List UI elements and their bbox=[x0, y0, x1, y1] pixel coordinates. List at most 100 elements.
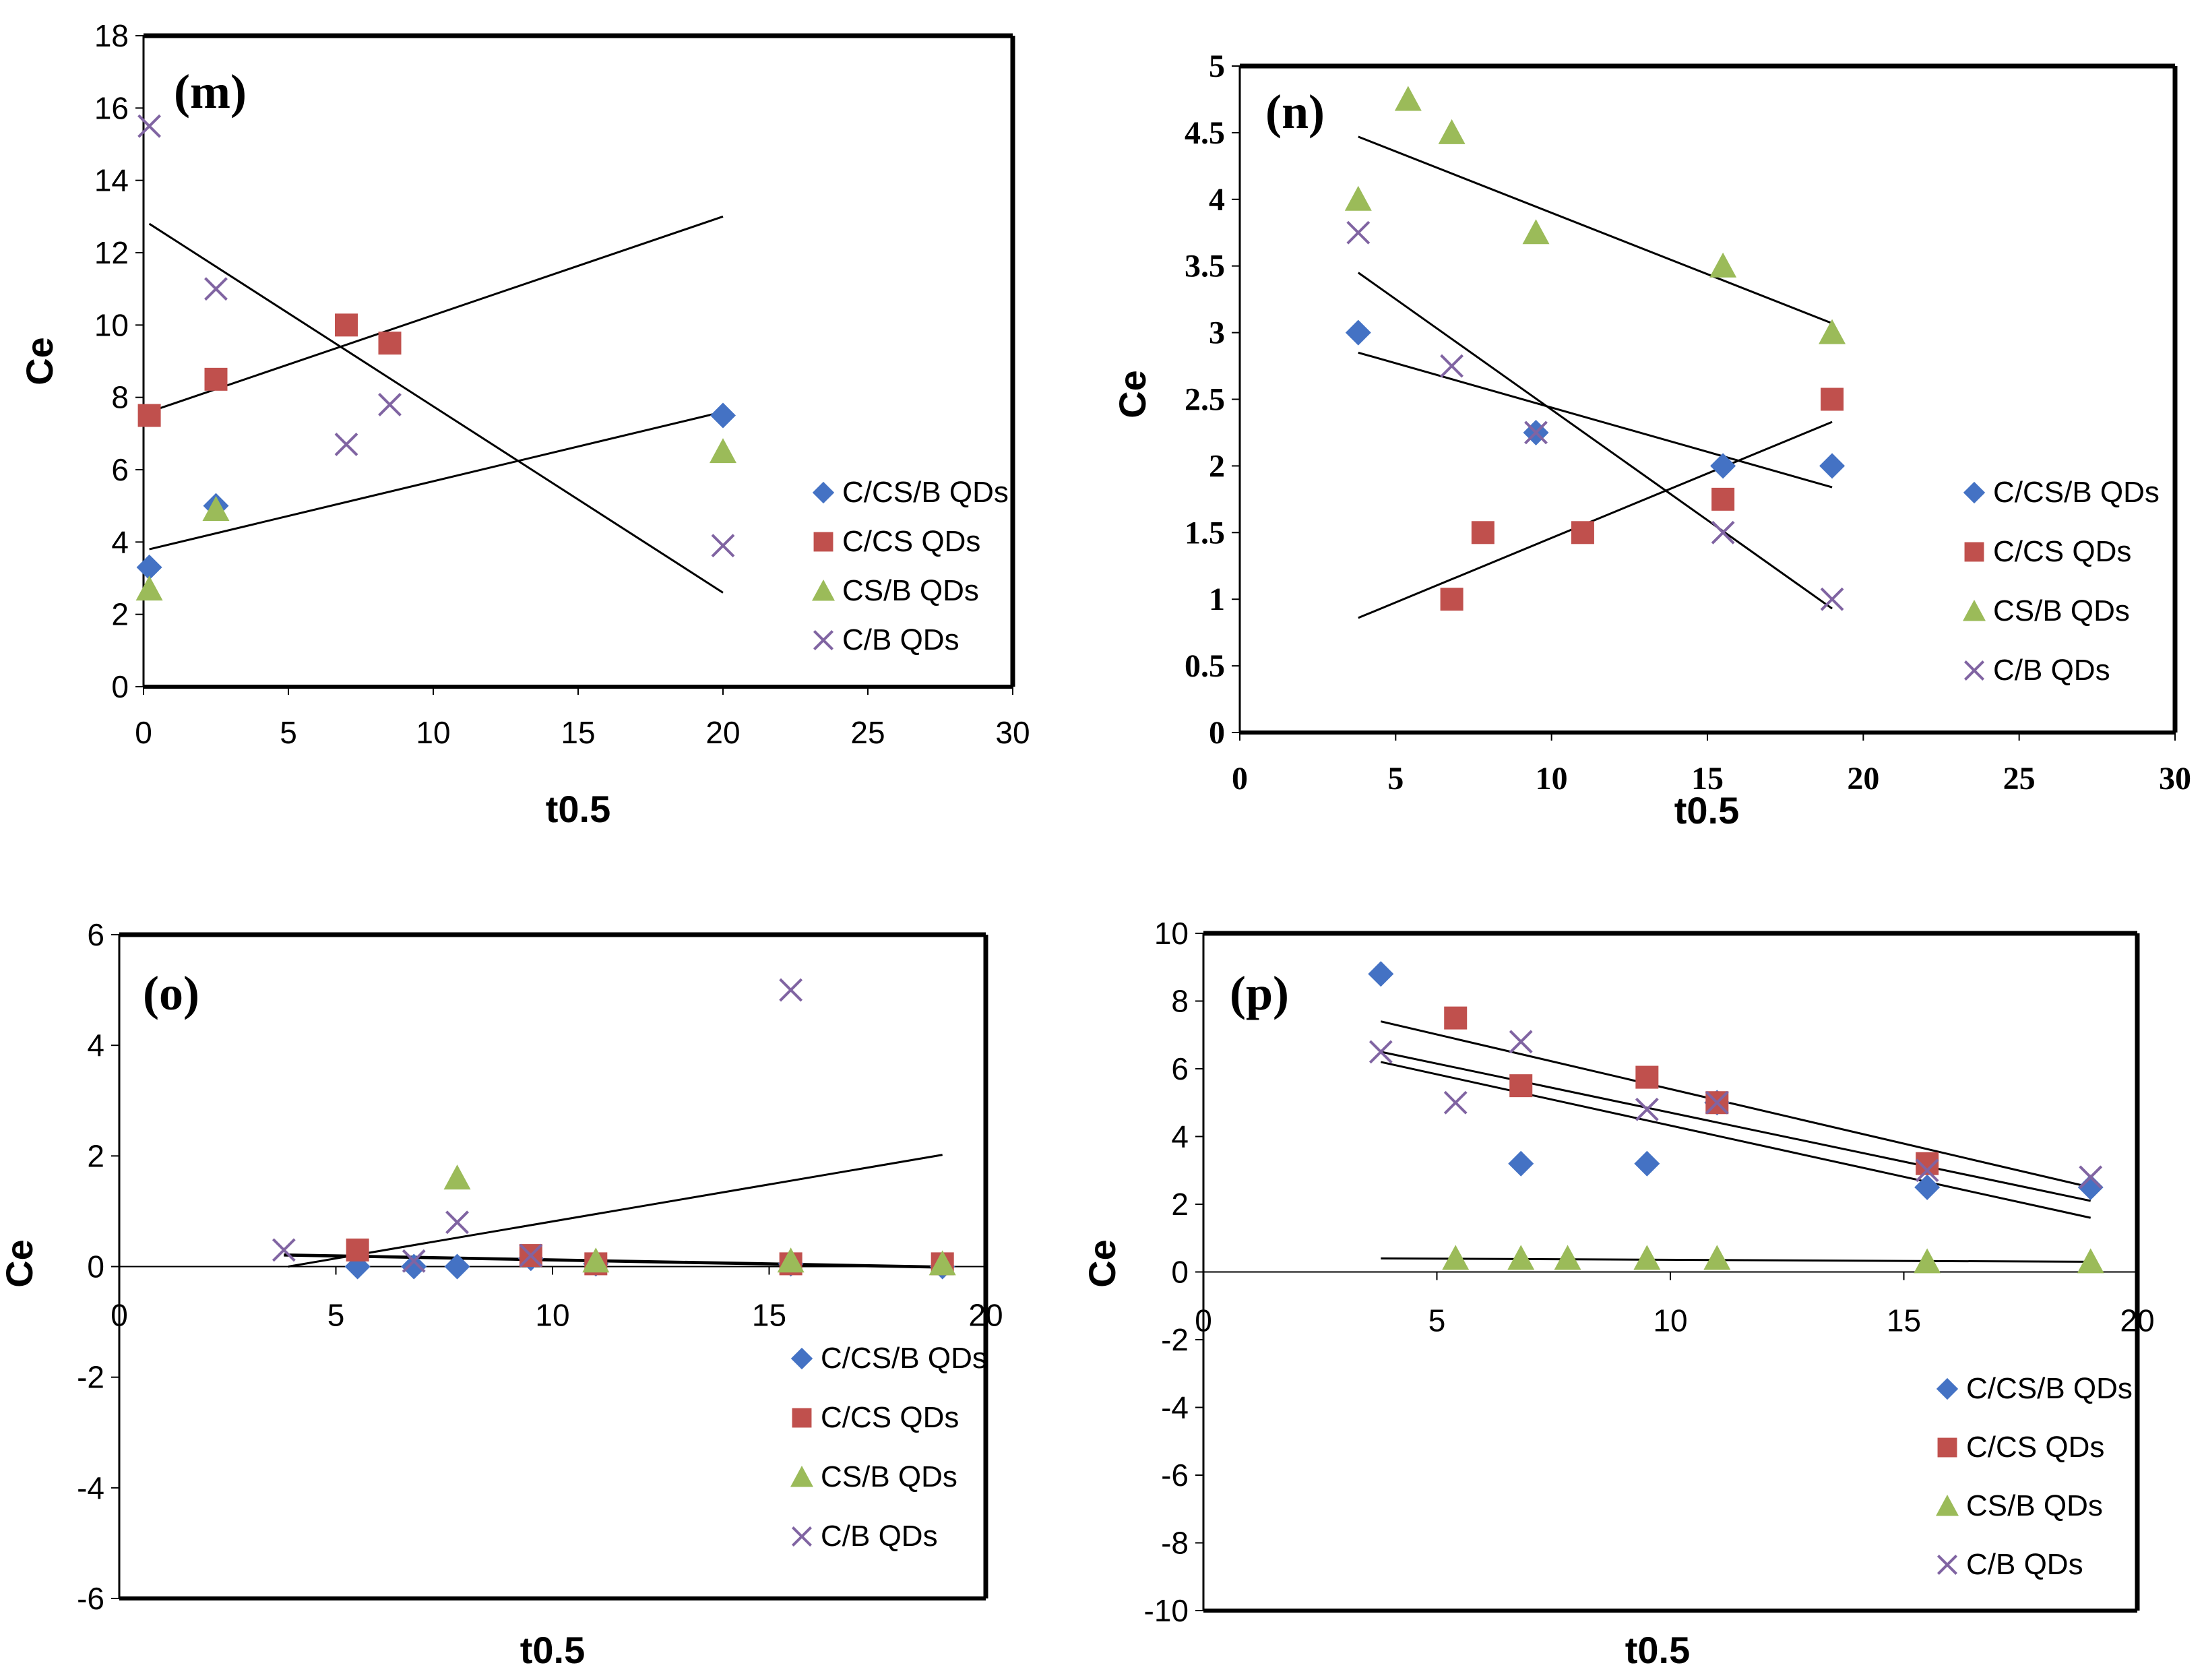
y-tick-label: -6 bbox=[1161, 1458, 1189, 1493]
data-point-cs-b-qds bbox=[443, 1164, 471, 1190]
panel-label: (m) bbox=[174, 65, 247, 119]
legend-entry: C/CS/B QDs bbox=[821, 1342, 987, 1375]
data-point-cs-b-qds bbox=[777, 1247, 805, 1273]
trendline bbox=[284, 1254, 943, 1269]
data-point-c-cs-b-qds bbox=[1819, 453, 1846, 479]
data-point-c-cs-qds bbox=[1821, 387, 1844, 411]
data-point-cs-b-qds bbox=[1703, 1245, 1731, 1270]
y-tick-label: -8 bbox=[1161, 1526, 1189, 1561]
x-tick-label: 5 bbox=[327, 1298, 345, 1333]
trendline bbox=[148, 222, 724, 594]
trendline bbox=[1381, 1051, 2091, 1202]
legend-entry: C/B QDs bbox=[821, 1520, 938, 1553]
data-point-c-b-qds bbox=[204, 277, 228, 301]
data-point-cs-b-qds bbox=[1554, 1245, 1581, 1270]
data-point-c-cs-qds bbox=[1509, 1074, 1533, 1098]
trendline bbox=[1380, 1020, 2091, 1189]
x-tick-label: 30 bbox=[2159, 761, 2191, 797]
data-point-c-b-qds bbox=[378, 392, 402, 416]
legend-marker-c-b-qds bbox=[1963, 660, 1985, 681]
y-tick-label: 10 bbox=[1154, 916, 1189, 951]
data-point-cs-b-qds bbox=[135, 575, 163, 601]
legend-marker-cs-b-qds bbox=[812, 580, 835, 601]
legend-marker-c-cs-qds bbox=[792, 1408, 812, 1428]
data-point-c-cs-qds bbox=[137, 404, 161, 427]
y-tick-label: 8 bbox=[1171, 984, 1189, 1019]
trendline bbox=[1381, 1061, 2091, 1219]
x-axis-label: t0.5 bbox=[1674, 789, 1740, 832]
y-tick-label: 4 bbox=[111, 524, 129, 559]
legend-entry: CS/B QDs bbox=[842, 574, 979, 607]
data-point-c-b-qds bbox=[1524, 421, 1548, 445]
trendline bbox=[1357, 272, 1833, 610]
y-tick-label: 0 bbox=[87, 1249, 104, 1284]
data-point-c-b-qds bbox=[334, 433, 358, 456]
y-tick-label: 4.5 bbox=[1185, 115, 1225, 151]
data-point-c-b-qds bbox=[1711, 520, 1735, 545]
y-axis-label: Ce bbox=[18, 337, 61, 385]
data-point-cs-b-qds bbox=[1442, 1245, 1470, 1270]
y-tick-label: 5 bbox=[1209, 49, 1225, 84]
legend-entry: C/B QDs bbox=[1966, 1548, 2083, 1581]
x-tick-label: 30 bbox=[995, 715, 1030, 750]
data-point-c-b-qds bbox=[1443, 1090, 1468, 1115]
legend-marker-c-cs-b-qds bbox=[812, 481, 835, 504]
data-point-c-b-qds bbox=[1820, 587, 1844, 611]
data-point-c-b-qds bbox=[779, 978, 803, 1002]
panel-label: (p) bbox=[1230, 966, 1289, 1020]
x-tick-label: 0 bbox=[111, 1298, 128, 1333]
data-point-cs-b-qds bbox=[202, 496, 230, 522]
data-point-cs-b-qds bbox=[1709, 252, 1737, 278]
y-tick-label: 4 bbox=[87, 1028, 104, 1063]
data-point-c-cs-b-qds bbox=[2077, 1174, 2104, 1200]
x-tick-label: 5 bbox=[1428, 1303, 1446, 1338]
x-axis-label: t0.5 bbox=[1625, 1629, 1691, 1671]
data-point-cs-b-qds bbox=[1633, 1245, 1661, 1270]
data-point-c-b-qds bbox=[519, 1243, 543, 1268]
legend-entry: CS/B QDs bbox=[821, 1460, 957, 1493]
data-point-c-cs-b-qds bbox=[1710, 453, 1736, 479]
data-point-c-b-qds bbox=[711, 534, 735, 558]
trendline bbox=[149, 410, 724, 551]
legend-marker-c-cs-qds bbox=[813, 532, 833, 552]
data-point-c-cs-b-qds bbox=[1914, 1174, 1941, 1200]
x-tick-label: 10 bbox=[416, 715, 450, 750]
trendline bbox=[1358, 135, 1833, 325]
data-point-c-cs-qds bbox=[378, 332, 402, 355]
x-tick-label: 10 bbox=[1536, 761, 1568, 797]
y-tick-label: -2 bbox=[77, 1360, 104, 1395]
y-tick-label: 4 bbox=[1209, 182, 1225, 218]
y-tick-label: 2 bbox=[1171, 1187, 1189, 1222]
data-point-c-cs-b-qds bbox=[401, 1253, 427, 1280]
trendline bbox=[149, 215, 724, 413]
x-axis-label: t0.5 bbox=[546, 788, 611, 830]
y-tick-label: 2.5 bbox=[1185, 382, 1225, 418]
x-tick-label: 5 bbox=[1387, 761, 1404, 797]
y-tick-label: 8 bbox=[111, 380, 129, 415]
data-point-cs-b-qds bbox=[710, 438, 736, 464]
data-point-c-cs-qds bbox=[1635, 1065, 1659, 1089]
x-tick-label: 0 bbox=[1195, 1303, 1212, 1338]
legend-marker-c-cs-b-qds bbox=[1936, 1377, 1959, 1400]
legend-marker-cs-b-qds bbox=[1963, 600, 1986, 621]
y-tick-label: 10 bbox=[94, 307, 129, 342]
data-point-c-cs-b-qds bbox=[444, 1253, 470, 1280]
legend-entry: C/B QDs bbox=[842, 623, 959, 656]
y-tick-label: -2 bbox=[1161, 1322, 1189, 1357]
data-point-cs-b-qds bbox=[1522, 219, 1550, 245]
data-point-c-b-qds bbox=[402, 1249, 426, 1273]
y-axis-label: Ce bbox=[0, 1239, 40, 1288]
y-tick-label: 16 bbox=[94, 90, 129, 125]
y-tick-label: -10 bbox=[1144, 1593, 1189, 1628]
y-tick-label: 3 bbox=[1209, 315, 1225, 351]
y-tick-label: 12 bbox=[94, 235, 129, 270]
data-point-cs-b-qds bbox=[1819, 319, 1846, 344]
x-tick-label: 25 bbox=[2003, 761, 2036, 797]
legend-entry: C/CS QDs bbox=[842, 525, 980, 558]
x-tick-label: 0 bbox=[135, 715, 152, 750]
y-tick-label: 6 bbox=[87, 917, 104, 952]
panel-label: (o) bbox=[143, 966, 199, 1020]
y-tick-label: 2 bbox=[1209, 448, 1225, 484]
